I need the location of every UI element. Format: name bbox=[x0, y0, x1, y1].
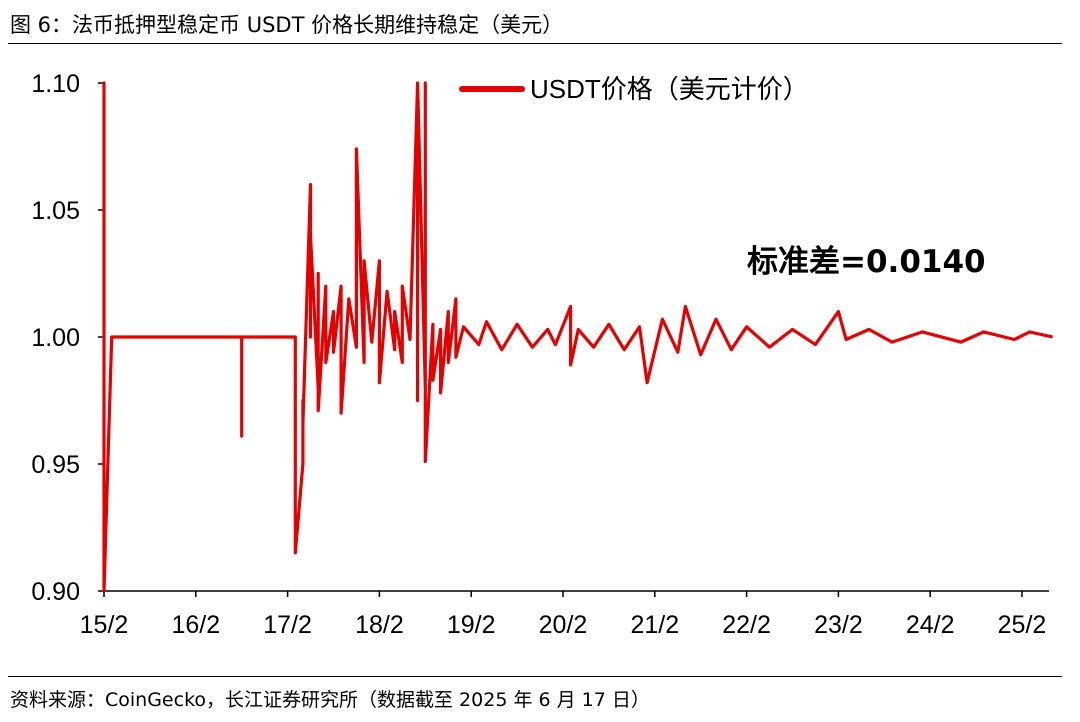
x-tick-label: 19/2 bbox=[447, 611, 496, 639]
x-tick-label: 21/2 bbox=[630, 611, 679, 639]
chart-legend: USDT价格（美元计价） bbox=[459, 74, 809, 104]
x-tick-label: 17/2 bbox=[263, 611, 312, 639]
series-line-usdt bbox=[102, 81, 1053, 593]
x-tick-label: 25/2 bbox=[998, 611, 1047, 639]
x-tick-label: 23/2 bbox=[814, 611, 863, 639]
x-tick-label: 22/2 bbox=[722, 611, 771, 639]
std-dev-annotation: 标准差=0.0140 bbox=[747, 244, 986, 280]
y-tick-label: 1.00 bbox=[31, 324, 80, 352]
x-tick-label: 16/2 bbox=[171, 611, 220, 639]
title-rule bbox=[8, 43, 1062, 44]
y-tick-label: 0.95 bbox=[31, 451, 80, 479]
source-note: 资料来源：CoinGecko，长江证券研究所（数据截至 2025 年 6 月 1… bbox=[10, 689, 650, 711]
x-tick-label: 15/2 bbox=[80, 611, 129, 639]
x-tick-labels: 15/2 16/2 17/2 18/2 19/2 20/2 21/2 22/2 23/2 24/2… bbox=[80, 611, 1047, 639]
y-tick-label: 0.90 bbox=[31, 578, 80, 606]
figure-title: 图 6：法币抵押型稳定币 USDT 价格长期维持稳定（美元） bbox=[10, 13, 564, 37]
x-tick-label: 24/2 bbox=[906, 611, 955, 639]
chart-series bbox=[102, 81, 1053, 593]
y-tick-labels: 1.10 1.05 1.00 0.95 0.90 bbox=[31, 70, 80, 606]
y-tick-label: 1.05 bbox=[31, 197, 80, 225]
y-tick-label: 1.10 bbox=[31, 70, 80, 98]
x-tick-label: 20/2 bbox=[539, 611, 588, 639]
legend-label: USDT价格（美元计价） bbox=[530, 74, 809, 104]
source-rule bbox=[8, 676, 1062, 677]
x-tick-label: 18/2 bbox=[355, 611, 404, 639]
